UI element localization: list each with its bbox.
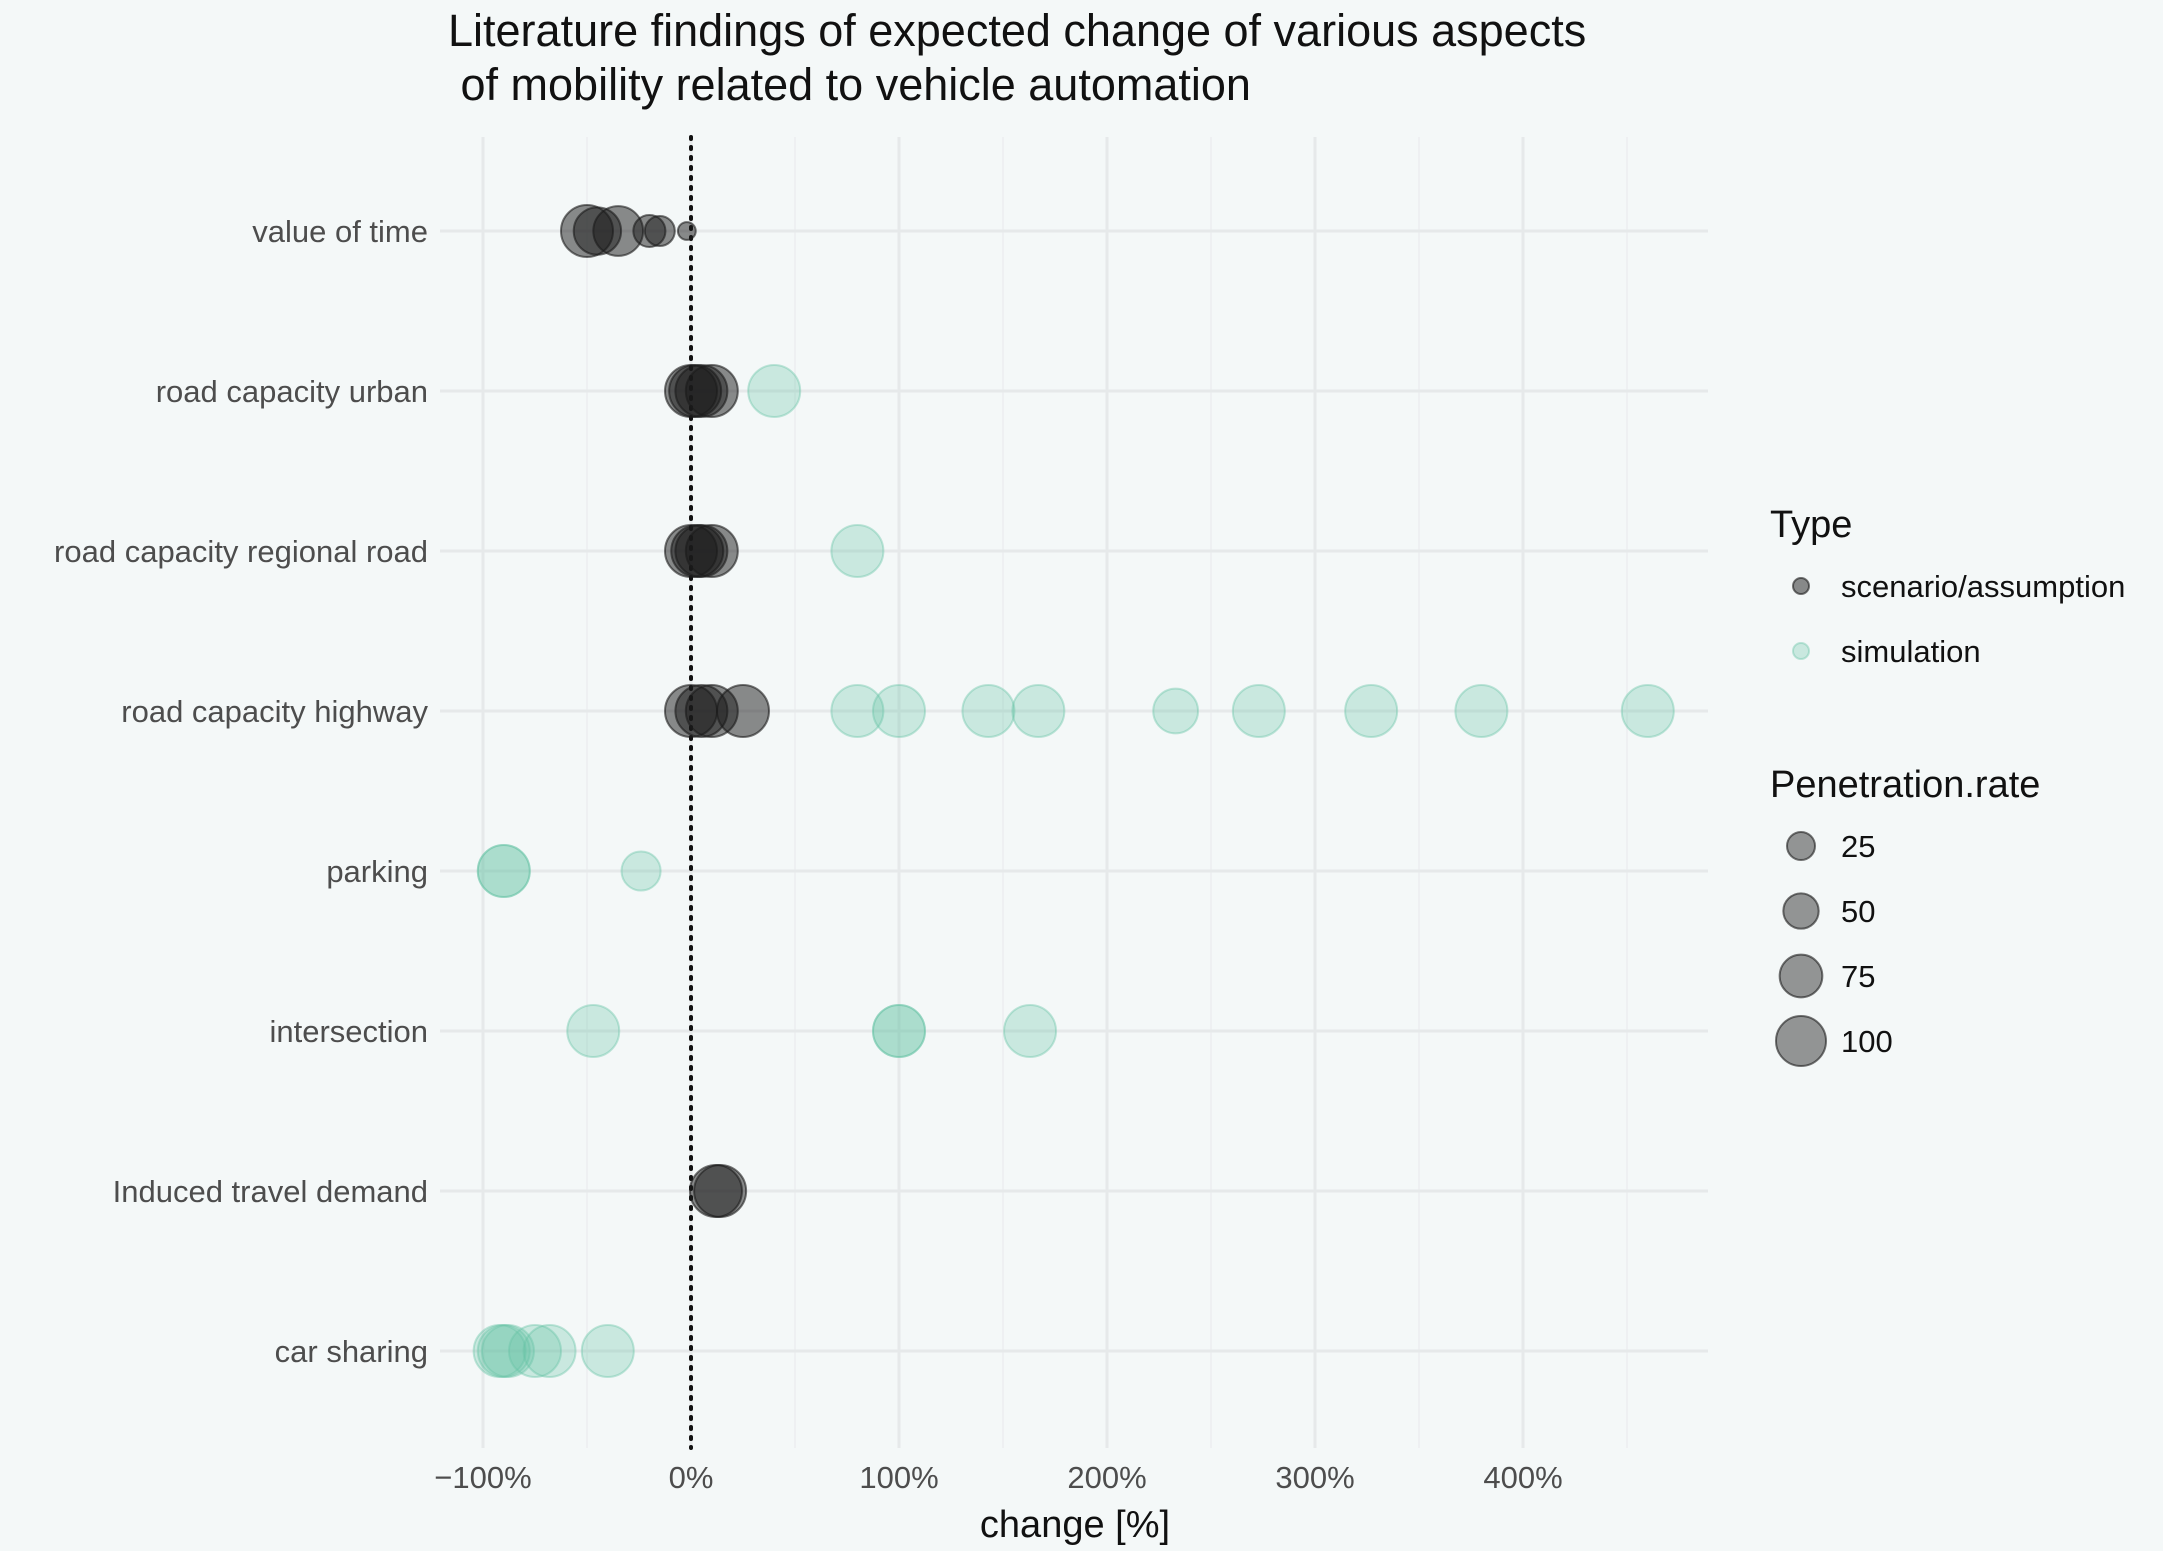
category-label: road capacity urban (156, 374, 428, 409)
data-point (1231, 684, 1286, 738)
legend-size-key (1782, 892, 1820, 930)
data-point (566, 1004, 621, 1058)
data-point (580, 1324, 635, 1378)
data-point (1011, 684, 1066, 738)
data-point (1620, 684, 1675, 738)
data-point (480, 1324, 535, 1378)
legend-type-label: scenario/assumption (1841, 569, 2125, 604)
data-point (961, 684, 1016, 738)
data-point (1003, 1004, 1058, 1058)
x-tick-label: −100% (434, 1460, 531, 1495)
data-point (693, 1164, 748, 1218)
category-labels: value of time road capacity urban road cap… (54, 214, 428, 1369)
legend-size-key (1775, 1015, 1827, 1067)
legend-size-label: 50 (1841, 894, 1875, 929)
data-point (476, 1324, 531, 1378)
data-point (472, 1324, 527, 1378)
data-point (747, 364, 802, 418)
data-point (676, 221, 697, 241)
x-tick-label: 400% (1483, 1460, 1562, 1495)
data-point (1344, 684, 1399, 738)
data-point (872, 1004, 926, 1058)
data-point (830, 684, 885, 738)
chart-title-line-2: of mobility related to vehicle automatio… (448, 59, 1251, 110)
data-point (872, 684, 926, 738)
x-tick-label: 300% (1275, 1460, 1354, 1495)
category-label: parking (326, 854, 428, 889)
legend-type-key (1792, 577, 1810, 595)
data-point (684, 524, 739, 578)
data-point (716, 684, 770, 738)
grid (440, 137, 1708, 1448)
data-point (643, 215, 676, 247)
legend-size-label: 75 (1841, 959, 1875, 994)
legend-size-key (1786, 831, 1816, 861)
data-point (830, 524, 885, 578)
data-point (476, 844, 531, 898)
x-tick-label: 0% (669, 1460, 714, 1495)
legend-size-entries: 25 50 75 100 (1775, 829, 1893, 1067)
data-point (508, 1324, 562, 1378)
category-label: value of time (252, 214, 428, 249)
legend-size-label: 25 (1841, 829, 1875, 864)
x-tick-label: 100% (859, 1460, 938, 1495)
category-label: intersection (269, 1014, 428, 1049)
data-point (522, 1324, 577, 1378)
x-axis-title: change [%] (980, 1504, 1170, 1546)
data-points (472, 204, 1675, 1378)
legend-type-title: Type (1770, 504, 1852, 546)
legend-size-label: 100 (1841, 1024, 1893, 1059)
legend-size-title: Penetration.rate (1770, 764, 2040, 806)
x-tick-label: 200% (1067, 1460, 1146, 1495)
x-axis-ticks: −100% 0% 100% 200% 300% 400% (434, 1460, 1562, 1495)
data-point (476, 844, 531, 898)
data-point (872, 1004, 926, 1058)
data-point (620, 850, 662, 892)
category-label: car sharing (275, 1334, 428, 1369)
legend-type-entries: scenario/assumption simulation (1792, 569, 2125, 669)
legend-type-key (1792, 642, 1810, 660)
legend: Type scenario/assumption simulation Penet… (1770, 504, 2125, 1067)
data-point (1454, 684, 1509, 738)
category-label: road capacity regional road (54, 534, 428, 569)
category-label: Induced travel demand (113, 1174, 428, 1209)
category-label: road capacity highway (121, 694, 428, 729)
legend-type-label: simulation (1841, 634, 1981, 669)
data-point (1152, 687, 1200, 735)
chart-title-line-1: Literature findings of expected change o… (448, 5, 1586, 56)
legend-size-key (1778, 953, 1824, 999)
data-point (684, 364, 739, 418)
